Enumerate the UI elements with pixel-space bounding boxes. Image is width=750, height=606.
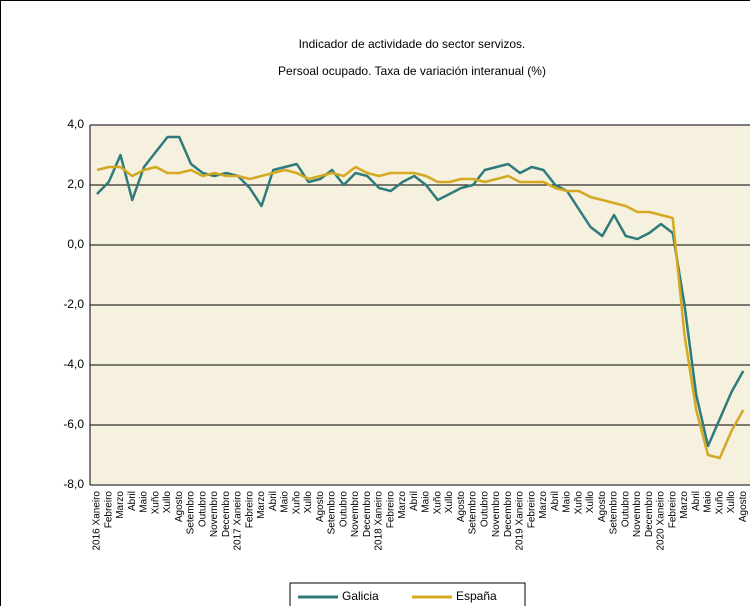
x-tick-label: Febreiro	[667, 491, 678, 529]
y-tick-label: -6,0	[63, 417, 84, 431]
x-tick-label: Novembro	[632, 491, 643, 538]
x-tick-label: Decembro	[221, 491, 232, 538]
legend-box	[289, 582, 526, 606]
x-tick-label: Decembro	[644, 491, 655, 538]
x-tick-label: Abril	[127, 491, 138, 511]
x-tick-label: Febreiro	[103, 491, 114, 529]
x-tick-label: 2020 Xaneiro	[656, 491, 667, 551]
x-tick-label: Abril	[550, 491, 561, 511]
x-tick-label: Marzo	[538, 491, 549, 519]
x-tick-label: Maio	[280, 491, 291, 513]
x-tick-label: Novembro	[350, 491, 361, 538]
y-tick-label: -8,0	[63, 477, 84, 491]
x-tick-label: Outubro	[197, 491, 208, 528]
x-tick-label: Febreiro	[244, 491, 255, 529]
x-tick-label: Xuño	[573, 491, 584, 515]
x-tick-label: Xuño	[291, 491, 302, 515]
x-tick-label: Abril	[268, 491, 279, 511]
x-tick-label: Xuño	[432, 491, 443, 515]
y-tick-label: -4,0	[63, 357, 84, 371]
x-tick-label: Xuño	[150, 491, 161, 515]
x-tick-label: Xuño	[714, 491, 725, 515]
chart-subtitle: Persoal ocupado. Taxa de variación inter…	[278, 64, 546, 78]
x-tick-label: Abril	[409, 491, 420, 511]
legend-label: España	[456, 589, 497, 603]
x-tick-label: Marzo	[115, 491, 126, 519]
y-tick-label: 2,0	[67, 177, 84, 191]
x-tick-label: Maio	[703, 491, 714, 513]
x-tick-label: Abril	[691, 491, 702, 511]
x-tick-label: Outubro	[620, 491, 631, 528]
x-tick-label: Marzo	[397, 491, 408, 519]
y-tick-label: 4,0	[67, 117, 84, 131]
x-tick-label: Setembro	[609, 491, 620, 535]
x-tick-label: 2016 Xaneiro	[92, 491, 103, 551]
x-tick-label: Decembro	[362, 491, 373, 538]
x-tick-label: Setembro	[468, 491, 479, 535]
x-tick-label: Maio	[139, 491, 150, 513]
x-tick-label: Decembro	[503, 491, 514, 538]
x-tick-label: Outubro	[479, 491, 490, 528]
x-tick-label: Febreiro	[385, 491, 396, 529]
x-tick-label: Agosto	[456, 491, 467, 523]
x-tick-label: Agosto	[738, 491, 749, 523]
chart-title: Indicador de actividade do sector serviz…	[299, 37, 526, 51]
x-tick-label: Xullo	[726, 491, 737, 514]
x-tick-label: Agosto	[597, 491, 608, 523]
data-line	[96, 135, 745, 448]
x-tick-label: Marzo	[679, 491, 690, 519]
x-tick-label: Novembro	[209, 491, 220, 538]
x-tick-label: Agosto	[315, 491, 326, 523]
x-tick-label: Maio	[421, 491, 432, 513]
x-tick-label: Marzo	[256, 491, 267, 519]
y-tick-label: 0,0	[67, 237, 84, 251]
x-tick-label: 2019 Xaneiro	[515, 491, 526, 551]
x-tick-label: Setembro	[186, 491, 197, 535]
x-tick-label: Xullo	[162, 491, 173, 514]
x-tick-label: Maio	[562, 491, 573, 513]
data-line	[96, 165, 745, 460]
x-tick-label: Xullo	[303, 491, 314, 514]
x-tick-label: Xullo	[444, 491, 455, 514]
legend-label: Galicia	[342, 589, 379, 603]
x-tick-label: Setembro	[327, 491, 338, 535]
x-tick-label: Outubro	[338, 491, 349, 528]
x-tick-label: Agosto	[174, 491, 185, 523]
x-tick-label: 2018 Xaneiro	[374, 491, 385, 551]
y-tick-label: -2,0	[63, 297, 84, 311]
x-tick-label: Xullo	[585, 491, 596, 514]
x-tick-label: Novembro	[491, 491, 502, 538]
x-tick-label: Febreiro	[526, 491, 537, 529]
x-tick-label: 2017 Xaneiro	[233, 491, 244, 551]
